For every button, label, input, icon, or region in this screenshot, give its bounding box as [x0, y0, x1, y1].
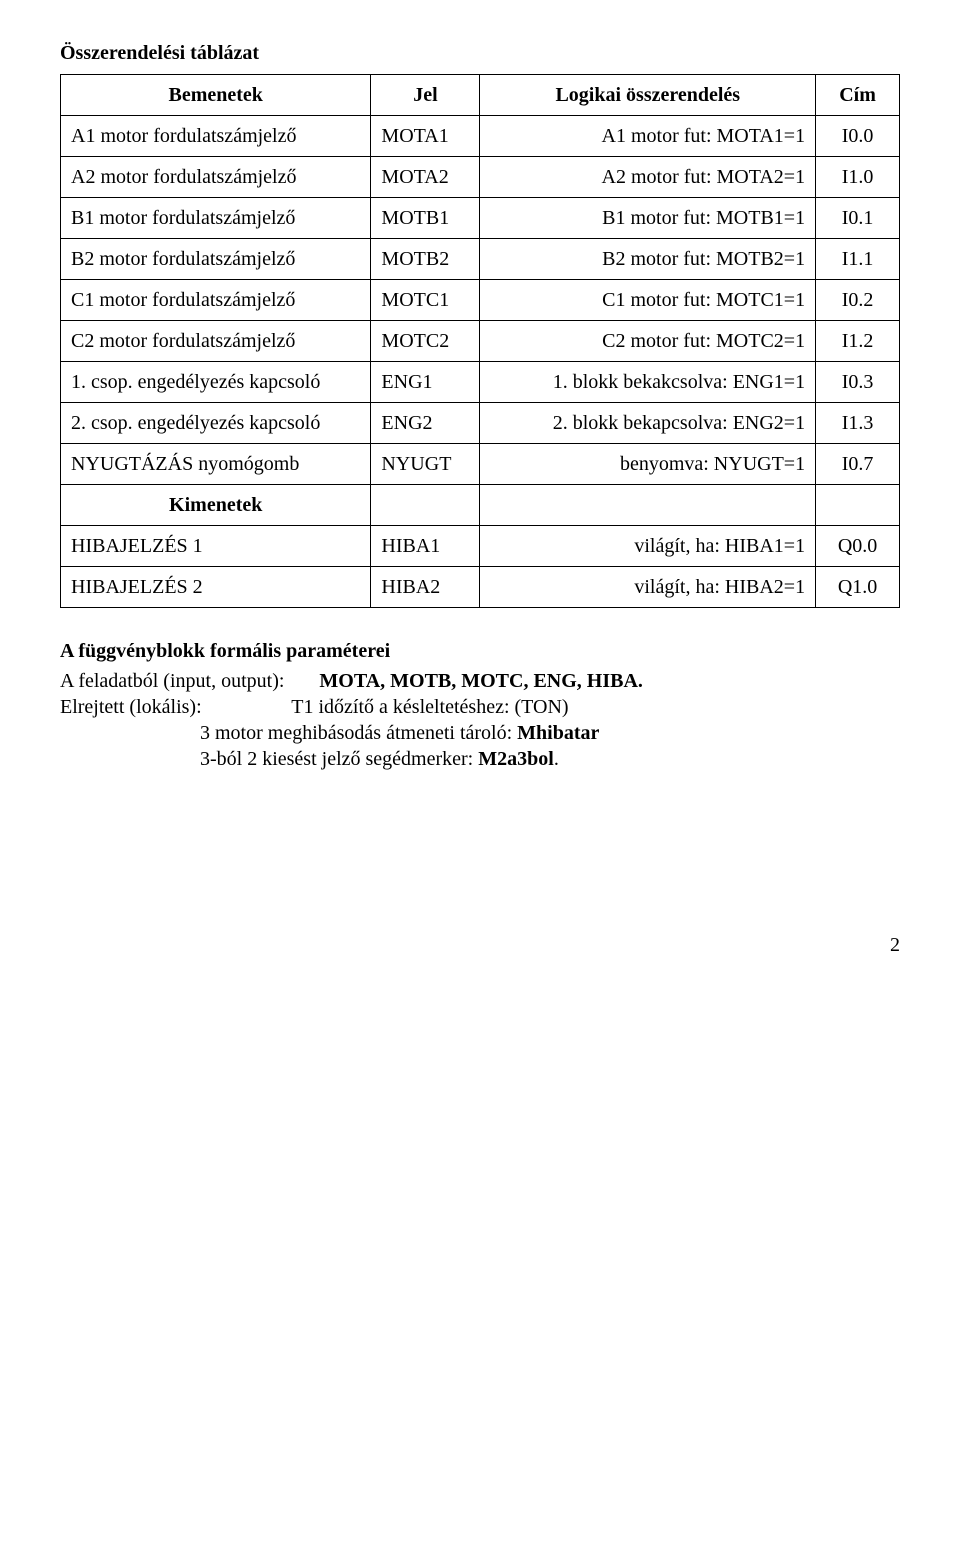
table-row: 1. csop. engedélyezés kapcsolóENG11. blo…: [61, 362, 900, 403]
params-line2-label: Elrejtett (lokális):: [60, 696, 202, 718]
cell-bemenet: 2. csop. engedélyezés kapcsoló: [61, 403, 371, 444]
cell-cim: I1.0: [816, 157, 900, 198]
empty-cell: [480, 485, 816, 526]
params-line3: 3 motor meghibásodás átmeneti tároló:: [200, 722, 517, 744]
cell-cim: Q1.0: [816, 567, 900, 608]
params-line4-bold: M2a3bol: [478, 748, 554, 770]
cell-jel: ENG2: [371, 403, 480, 444]
cell-bemenet: NYUGTÁZÁS nyomógomb: [61, 444, 371, 485]
params-line1-label: A feladatból (input, output):: [60, 670, 284, 692]
page-title: Összerendelési táblázat: [60, 40, 900, 66]
cell-cim: I0.0: [816, 116, 900, 157]
params-line4: 3-ból 2 kiesést jelző segédmerker:: [200, 748, 478, 770]
params-line1-value: MOTA, MOTB, MOTC, ENG, HIBA.: [319, 670, 643, 692]
table-row: NYUGTÁZÁS nyomógombNYUGTbenyomva: NYUGT=…: [61, 444, 900, 485]
cell-logikai: C2 motor fut: MOTC2=1: [480, 321, 816, 362]
cell-cim: I0.7: [816, 444, 900, 485]
cell-logikai: világít, ha: HIBA1=1: [480, 526, 816, 567]
cell-jel: MOTB2: [371, 239, 480, 280]
col-header-bemenetek: Bemenetek: [61, 75, 371, 116]
table-row: HIBAJELZÉS 1HIBA1világít, ha: HIBA1=1Q0.…: [61, 526, 900, 567]
cell-bemenet: A1 motor fordulatszámjelző: [61, 116, 371, 157]
table-row: C2 motor fordulatszámjelzőMOTC2C2 motor …: [61, 321, 900, 362]
cell-bemenet: C1 motor fordulatszámjelző: [61, 280, 371, 321]
cell-jel: MOTC2: [371, 321, 480, 362]
cell-bemenet: HIBAJELZÉS 2: [61, 567, 371, 608]
cell-cim: Q0.0: [816, 526, 900, 567]
table-row: A1 motor fordulatszámjelzőMOTA1A1 motor …: [61, 116, 900, 157]
col-header-cim: Cím: [816, 75, 900, 116]
cell-cim: I1.3: [816, 403, 900, 444]
cell-bemenet: C2 motor fordulatszámjelző: [61, 321, 371, 362]
cell-logikai: 2. blokk bekapcsolva: ENG2=1: [480, 403, 816, 444]
table-row: C1 motor fordulatszámjelzőMOTC1C1 motor …: [61, 280, 900, 321]
cell-logikai: A2 motor fut: MOTA2=1: [480, 157, 816, 198]
cell-jel: NYUGT: [371, 444, 480, 485]
table-row: A2 motor fordulatszámjelzőMOTA2A2 motor …: [61, 157, 900, 198]
cell-jel: MOTC1: [371, 280, 480, 321]
cell-bemenet: B2 motor fordulatszámjelző: [61, 239, 371, 280]
empty-cell: [371, 485, 480, 526]
col-header-jel: Jel: [371, 75, 480, 116]
params-period: .: [554, 748, 559, 770]
cell-jel: ENG1: [371, 362, 480, 403]
table-row: 2. csop. engedélyezés kapcsolóENG22. blo…: [61, 403, 900, 444]
table-row: B2 motor fordulatszámjelzőMOTB2B2 motor …: [61, 239, 900, 280]
cell-bemenet: B1 motor fordulatszámjelző: [61, 198, 371, 239]
page-number: 2: [60, 932, 900, 958]
table-row: HIBAJELZÉS 2HIBA2világít, ha: HIBA2=1Q1.…: [61, 567, 900, 608]
cell-bemenet: A2 motor fordulatszámjelző: [61, 157, 371, 198]
cell-jel: MOTB1: [371, 198, 480, 239]
cell-cim: I0.2: [816, 280, 900, 321]
cell-logikai: A1 motor fut: MOTA1=1: [480, 116, 816, 157]
params-block: A feladatból (input, output): MOTA, MOTB…: [60, 668, 900, 772]
cell-logikai: benyomva: NYUGT=1: [480, 444, 816, 485]
cell-logikai: 1. blokk bekakcsolva: ENG1=1: [480, 362, 816, 403]
params-line2-value: T1 időzítő a késleltetéshez: (TON): [291, 696, 568, 718]
cell-logikai: B1 motor fut: MOTB1=1: [480, 198, 816, 239]
table-row: B1 motor fordulatszámjelzőMOTB1B1 motor …: [61, 198, 900, 239]
cell-logikai: C1 motor fut: MOTC1=1: [480, 280, 816, 321]
cell-logikai: B2 motor fut: MOTB2=1: [480, 239, 816, 280]
cell-logikai: világít, ha: HIBA2=1: [480, 567, 816, 608]
cell-jel: HIBA1: [371, 526, 480, 567]
col-header-logikai: Logikai összerendelés: [480, 75, 816, 116]
cell-cim: I0.1: [816, 198, 900, 239]
kimenetek-header-row: Kimenetek: [61, 485, 900, 526]
assignment-table: Bemenetek Jel Logikai összerendelés Cím …: [60, 74, 900, 608]
cell-cim: I1.1: [816, 239, 900, 280]
cell-jel: HIBA2: [371, 567, 480, 608]
cell-cim: I1.2: [816, 321, 900, 362]
params-title: A függvényblokk formális paraméterei: [60, 638, 900, 664]
cell-jel: MOTA2: [371, 157, 480, 198]
cell-bemenet: HIBAJELZÉS 1: [61, 526, 371, 567]
cell-cim: I0.3: [816, 362, 900, 403]
table-header-row: Bemenetek Jel Logikai összerendelés Cím: [61, 75, 900, 116]
empty-cell: [816, 485, 900, 526]
kimenetek-header: Kimenetek: [61, 485, 371, 526]
cell-jel: MOTA1: [371, 116, 480, 157]
cell-bemenet: 1. csop. engedélyezés kapcsoló: [61, 362, 371, 403]
params-line3-bold: Mhibatar: [517, 722, 599, 744]
